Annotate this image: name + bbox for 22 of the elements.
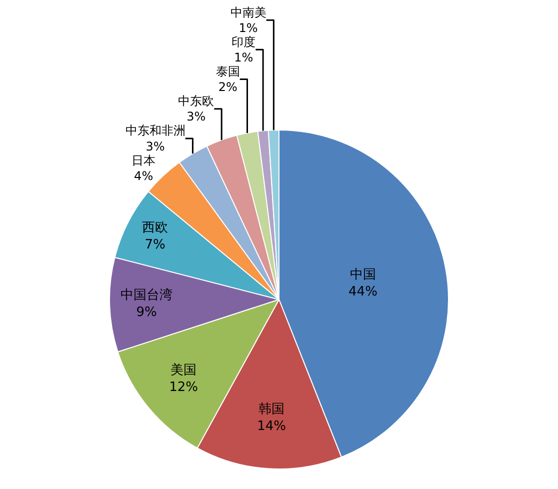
data-label: 3% [146, 139, 165, 154]
data-label: 4% [134, 168, 154, 183]
slice-label: 中国 [350, 268, 376, 283]
data-label: 1% [234, 50, 254, 64]
data-label: 3% [186, 110, 206, 124]
data-label: 44% [348, 284, 378, 300]
data-label: 9% [136, 305, 157, 320]
slice-label: 中国台湾 [120, 287, 173, 304]
slice-label: 日本 [132, 153, 156, 168]
data-label: 14% [257, 419, 286, 434]
slice-label: 美国 [170, 362, 197, 378]
slice-label: 泰国 [216, 64, 240, 78]
slice-label: 印度 [232, 34, 256, 49]
data-label: 2% [218, 80, 238, 94]
slice-label: 中东和非洲 [125, 124, 186, 138]
slice-label: 中南美 [230, 5, 266, 20]
data-label: 1% [238, 20, 258, 35]
slice-label: 韩国 [258, 402, 285, 418]
data-label: 7% [144, 237, 166, 252]
data-label: 12% [169, 380, 198, 395]
slice-label: 中东欧 [178, 94, 214, 108]
slice-label: 西欧 [142, 220, 168, 236]
